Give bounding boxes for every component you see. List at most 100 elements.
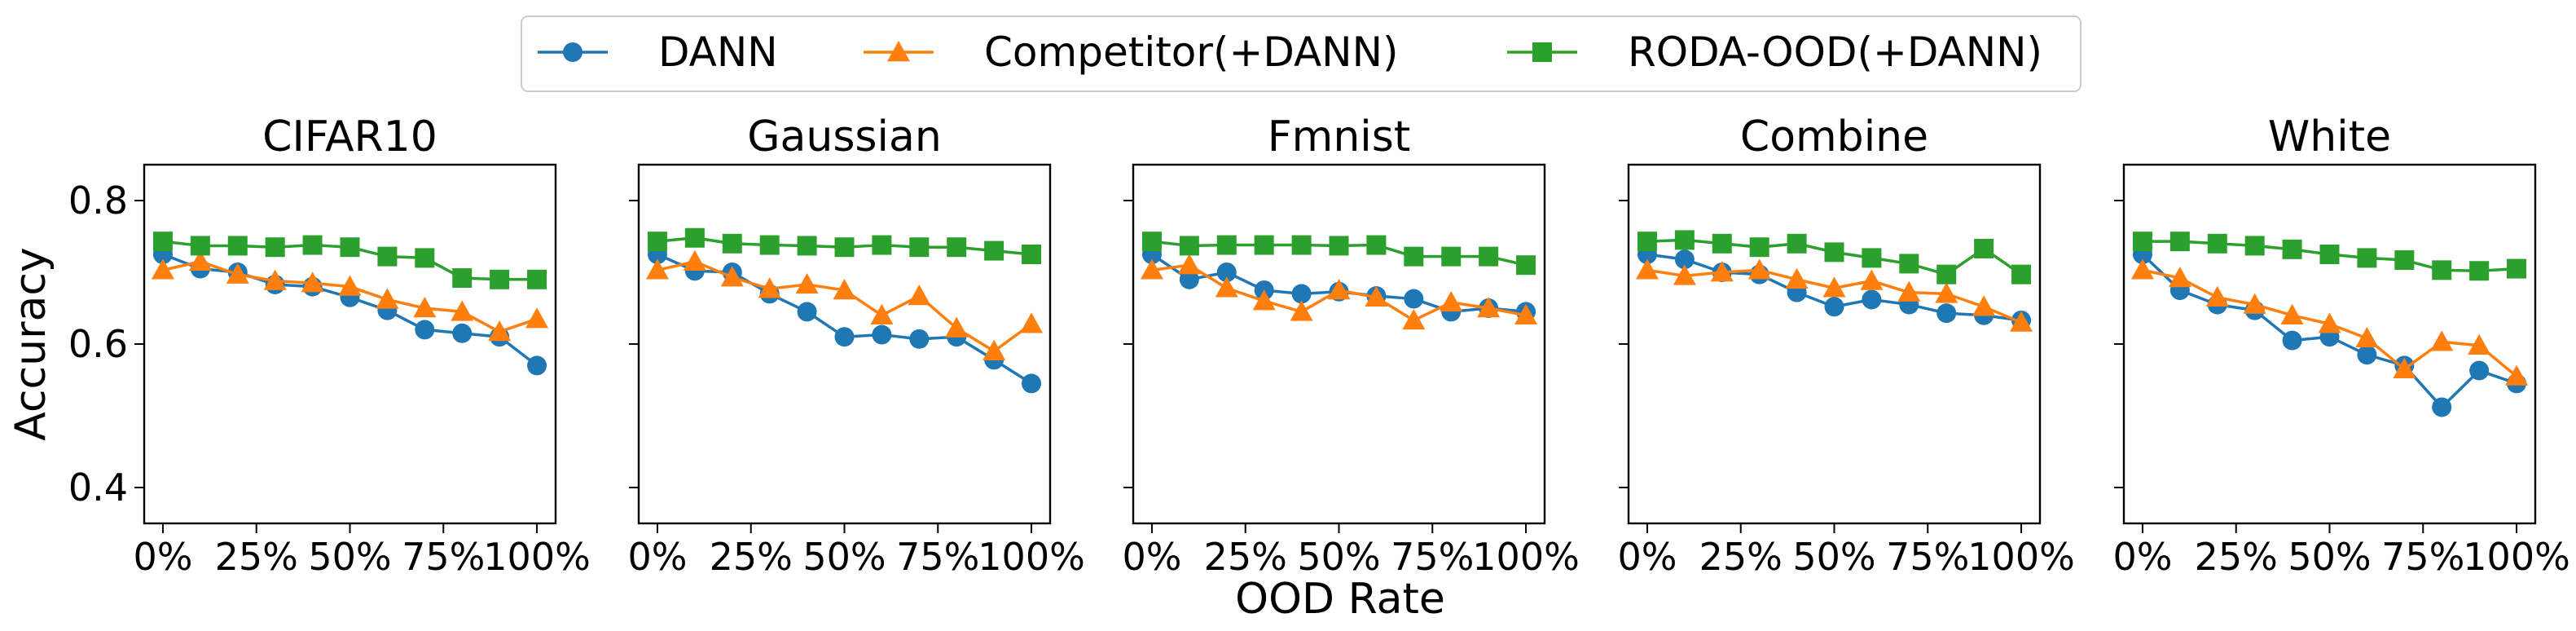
data-point bbox=[1897, 280, 1921, 302]
data-point bbox=[1899, 254, 1919, 274]
series-competitor-dann bbox=[2130, 258, 2529, 386]
y-tick-label: 0.6 bbox=[68, 322, 128, 366]
data-point bbox=[2468, 333, 2491, 355]
data-point bbox=[1974, 238, 1994, 258]
x-tick-label: 75% bbox=[2381, 535, 2464, 579]
series-competitor-dann bbox=[1635, 258, 2033, 332]
data-point bbox=[2205, 285, 2229, 307]
x-tick-label: 0% bbox=[2112, 535, 2172, 579]
data-point bbox=[1329, 236, 1349, 256]
data-point bbox=[1179, 269, 1199, 289]
x-tick-label: 50% bbox=[1297, 535, 1380, 579]
data-point bbox=[1022, 373, 1042, 394]
data-point bbox=[190, 236, 210, 256]
data-point bbox=[340, 237, 360, 258]
data-point bbox=[1824, 242, 1844, 263]
series-competitor-dann bbox=[1140, 254, 1538, 330]
data-point bbox=[1935, 282, 1958, 303]
x-axis-label: OOD Rate bbox=[1235, 575, 1445, 624]
data-point bbox=[2282, 239, 2302, 259]
x-tick-label: 75% bbox=[1886, 535, 1969, 579]
series-competitor-dann bbox=[645, 249, 1044, 360]
data-point bbox=[982, 339, 1006, 360]
x-tick-label: 0% bbox=[627, 535, 687, 579]
data-point bbox=[2357, 248, 2377, 268]
legend-item-competitor-dann: Competitor(+DANN) bbox=[864, 29, 1399, 76]
data-point bbox=[226, 263, 249, 284]
data-point bbox=[1479, 246, 1499, 267]
data-point bbox=[490, 269, 510, 289]
data-point bbox=[1366, 235, 1387, 255]
panel-title: CIFAR10 bbox=[262, 113, 437, 161]
series-line bbox=[162, 253, 538, 367]
data-point bbox=[1441, 246, 1462, 267]
series-roda-ood-dann bbox=[1637, 230, 2032, 285]
data-point bbox=[2130, 258, 2154, 280]
data-point bbox=[151, 258, 174, 280]
data-point bbox=[1141, 232, 1162, 252]
data-point bbox=[452, 268, 473, 289]
data-point bbox=[1216, 235, 1237, 255]
x-tick-label: 50% bbox=[2288, 535, 2371, 579]
data-point bbox=[645, 258, 669, 280]
data-point bbox=[2355, 326, 2379, 348]
data-point bbox=[265, 237, 285, 258]
data-point bbox=[227, 236, 248, 256]
data-point bbox=[152, 232, 173, 252]
data-point bbox=[2505, 364, 2529, 386]
series-roda-ood-dann bbox=[2132, 232, 2527, 281]
panel-white: White 0% 25% 50% 75%100% bbox=[2112, 113, 2569, 579]
data-point bbox=[1635, 258, 1659, 280]
data-point bbox=[2432, 260, 2452, 280]
data-point bbox=[2132, 232, 2152, 252]
data-point bbox=[1936, 264, 1957, 285]
data-point bbox=[1673, 264, 1696, 285]
panel-title: White bbox=[2268, 113, 2391, 161]
data-point bbox=[1179, 236, 1199, 256]
data-point bbox=[188, 249, 212, 271]
data-point bbox=[2432, 397, 2452, 417]
data-point bbox=[1477, 297, 1501, 318]
data-point bbox=[1291, 284, 1312, 304]
legend-label: DANN bbox=[658, 29, 778, 76]
data-point bbox=[2244, 236, 2265, 256]
data-point bbox=[2318, 312, 2341, 333]
panel-combine: Combine 0% 25% 50% 75%100% bbox=[1617, 113, 2074, 579]
data-point bbox=[1177, 254, 1201, 275]
panel-frame bbox=[2122, 163, 2537, 525]
x-tick-label: 100% bbox=[483, 535, 591, 579]
panel-frame bbox=[637, 163, 1052, 525]
data-point bbox=[1712, 233, 1732, 254]
data-point bbox=[2207, 233, 2227, 254]
panel-frame bbox=[143, 163, 557, 525]
legend: DANN Competitor(+DANN) RODA-OOD(+DANN) bbox=[521, 15, 2081, 92]
data-point bbox=[525, 307, 549, 329]
data-point bbox=[1440, 290, 1463, 312]
legend-marker-triangle bbox=[887, 41, 910, 62]
panel-title: Fmnist bbox=[1268, 113, 1410, 161]
panel-title: Combine bbox=[1740, 113, 1928, 161]
series-competitor-dann bbox=[151, 249, 549, 342]
data-point bbox=[1674, 230, 1695, 250]
data-point bbox=[1291, 235, 1312, 255]
x-tick-label: 0% bbox=[1617, 535, 1677, 579]
data-point bbox=[413, 297, 437, 318]
data-point bbox=[2469, 261, 2490, 281]
data-point bbox=[1749, 237, 1769, 258]
panel-frame bbox=[1627, 163, 2042, 525]
data-point bbox=[1514, 303, 1538, 324]
data-point bbox=[2168, 267, 2191, 288]
data-point bbox=[1327, 279, 1351, 300]
data-point bbox=[301, 271, 324, 293]
legend-item-dann: DANN bbox=[538, 29, 778, 76]
x-tick-label: 50% bbox=[1792, 535, 1875, 579]
x-tick-label: 25% bbox=[1699, 535, 1783, 579]
data-point bbox=[2011, 264, 2032, 285]
series-roda-ood-dann bbox=[647, 227, 1042, 264]
data-point bbox=[1022, 245, 1042, 264]
data-point bbox=[2507, 258, 2527, 279]
data-point bbox=[2282, 330, 2302, 351]
data-point bbox=[909, 237, 930, 258]
